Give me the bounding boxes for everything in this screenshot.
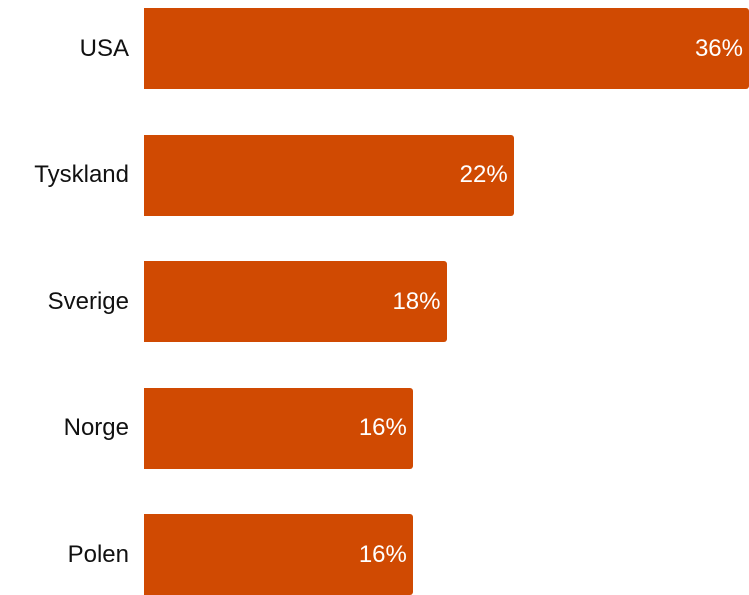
bar: 18% — [144, 261, 447, 342]
category-label: Polen — [67, 540, 129, 568]
bar: 22% — [144, 134, 514, 216]
bar-value-label: 36% — [694, 34, 743, 62]
category-label: Tyskland — [34, 161, 129, 188]
bar-value-label: 16% — [358, 540, 407, 568]
bar-value-label: 22% — [459, 161, 508, 188]
bar: 16% — [144, 514, 413, 595]
bar: 36% — [144, 8, 749, 89]
category-label: USA — [79, 34, 129, 62]
category-label: Sverige — [47, 287, 129, 315]
bar-value-label: 16% — [358, 414, 407, 441]
bar-value-label: 18% — [392, 287, 441, 315]
category-label: Norge — [63, 414, 129, 441]
bar: 16% — [144, 387, 413, 469]
